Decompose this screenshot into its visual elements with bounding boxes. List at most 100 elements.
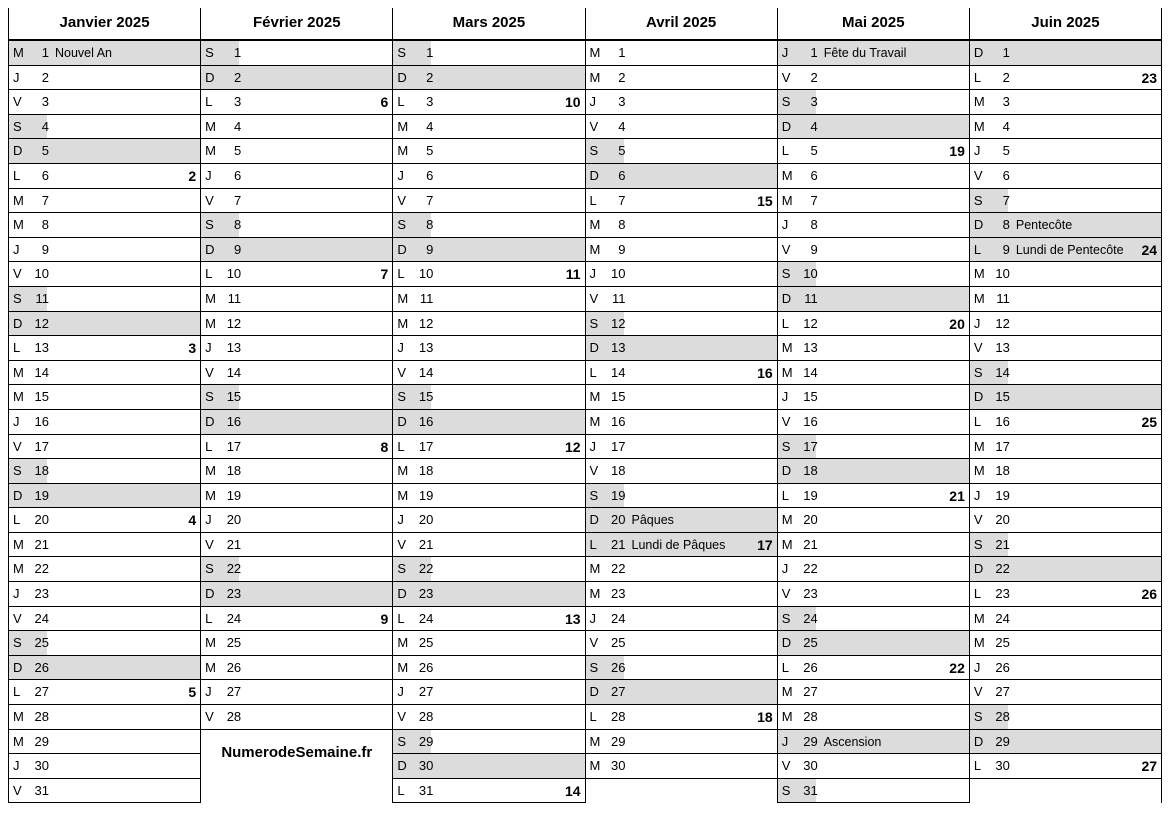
day-of-week: D [782, 115, 796, 139]
day-of-week: M [782, 336, 796, 360]
week-number: 8 [381, 435, 389, 459]
day-of-week: J [205, 336, 219, 360]
day-number: 12 [990, 312, 1010, 336]
day-number: 9 [29, 238, 49, 262]
day-number: 13 [29, 336, 49, 360]
day-number: 11 [221, 287, 241, 311]
day-row: L178 [201, 435, 392, 460]
holiday-label: Lundi de Pentecôte [1016, 238, 1124, 262]
day-number: 7 [221, 189, 241, 213]
day-row: V23 [778, 582, 969, 607]
day-of-week: D [13, 484, 27, 508]
holiday-label: Ascension [824, 730, 882, 754]
day-of-week: S [782, 262, 796, 286]
day-number: 4 [606, 115, 626, 139]
day-number: 23 [606, 582, 626, 606]
day-of-week: M [13, 361, 27, 385]
day-row: S15 [393, 385, 584, 410]
day-number: 23 [413, 582, 433, 606]
day-row: D27 [586, 680, 777, 705]
day-number: 21 [990, 533, 1010, 557]
week-number: 6 [381, 90, 389, 114]
day-row: J13 [201, 336, 392, 361]
day-row: M8 [586, 213, 777, 238]
day-number: 21 [606, 533, 626, 557]
day-of-week: L [974, 238, 988, 262]
day-row: D18 [778, 459, 969, 484]
day-row: M28 [778, 705, 969, 730]
day-number: 28 [798, 705, 818, 729]
filler-row [586, 779, 777, 804]
day-row: S4 [9, 115, 200, 140]
day-of-week: S [397, 557, 411, 581]
day-number: 3 [221, 90, 241, 114]
day-row: D15 [970, 385, 1161, 410]
day-row: M21 [9, 533, 200, 558]
day-of-week: D [974, 41, 988, 65]
day-row: J29Ascension [778, 730, 969, 755]
day-row: M15 [9, 385, 200, 410]
day-number: 10 [221, 262, 241, 286]
day-number: 16 [798, 410, 818, 434]
month-column: Février 2025S1D2L36M4M5J6V7S8D9L107M11M1… [200, 8, 392, 803]
day-number: 20 [413, 508, 433, 532]
day-number: 29 [29, 730, 49, 754]
day-number: 3 [413, 90, 433, 114]
day-row: S15 [201, 385, 392, 410]
week-number: 2 [188, 164, 196, 188]
day-of-week: D [205, 410, 219, 434]
day-row: M1Nouvel An [9, 41, 200, 66]
day-number: 13 [413, 336, 433, 360]
day-of-week: S [590, 139, 604, 163]
day-row: S14 [970, 361, 1161, 386]
day-row: J2 [9, 66, 200, 91]
day-number: 11 [29, 287, 49, 311]
day-number: 20 [798, 508, 818, 532]
day-row: D19 [9, 484, 200, 509]
day-row: L310 [393, 90, 584, 115]
day-of-week: V [590, 631, 604, 655]
day-row: S22 [393, 557, 584, 582]
day-number: 24 [990, 607, 1010, 631]
day-of-week: M [590, 730, 604, 754]
day-row: J27 [201, 680, 392, 705]
day-of-week: V [974, 336, 988, 360]
day-row: J22 [778, 557, 969, 582]
day-number: 6 [798, 164, 818, 188]
day-of-week: D [590, 336, 604, 360]
day-of-week: M [205, 484, 219, 508]
day-row: D6 [586, 164, 777, 189]
day-of-week: M [590, 557, 604, 581]
holiday-label: Pentecôte [1016, 213, 1072, 237]
week-number: 19 [949, 139, 965, 163]
day-of-week: D [397, 754, 411, 778]
day-number: 11 [798, 287, 818, 311]
day-of-week: S [13, 459, 27, 483]
day-row: M10 [970, 262, 1161, 287]
day-row: M3 [970, 90, 1161, 115]
day-number: 17 [413, 435, 433, 459]
day-of-week: M [13, 533, 27, 557]
day-row: D25 [778, 631, 969, 656]
day-of-week: M [205, 459, 219, 483]
day-of-week: J [205, 508, 219, 532]
day-of-week: M [397, 631, 411, 655]
day-row: M1 [586, 41, 777, 66]
day-of-week: M [590, 213, 604, 237]
day-row: M27 [778, 680, 969, 705]
day-row: D23 [201, 582, 392, 607]
day-number: 10 [29, 262, 49, 286]
day-of-week: L [13, 508, 27, 532]
day-number: 29 [990, 730, 1010, 754]
day-number: 17 [798, 435, 818, 459]
day-of-week: D [974, 385, 988, 409]
day-number: 22 [221, 557, 241, 581]
day-number: 26 [29, 656, 49, 680]
week-number: 14 [565, 779, 581, 803]
day-number: 14 [221, 361, 241, 385]
day-of-week: M [782, 164, 796, 188]
day-row: V27 [970, 680, 1161, 705]
week-number: 11 [566, 262, 581, 286]
day-number: 15 [798, 385, 818, 409]
day-number: 10 [413, 262, 433, 286]
